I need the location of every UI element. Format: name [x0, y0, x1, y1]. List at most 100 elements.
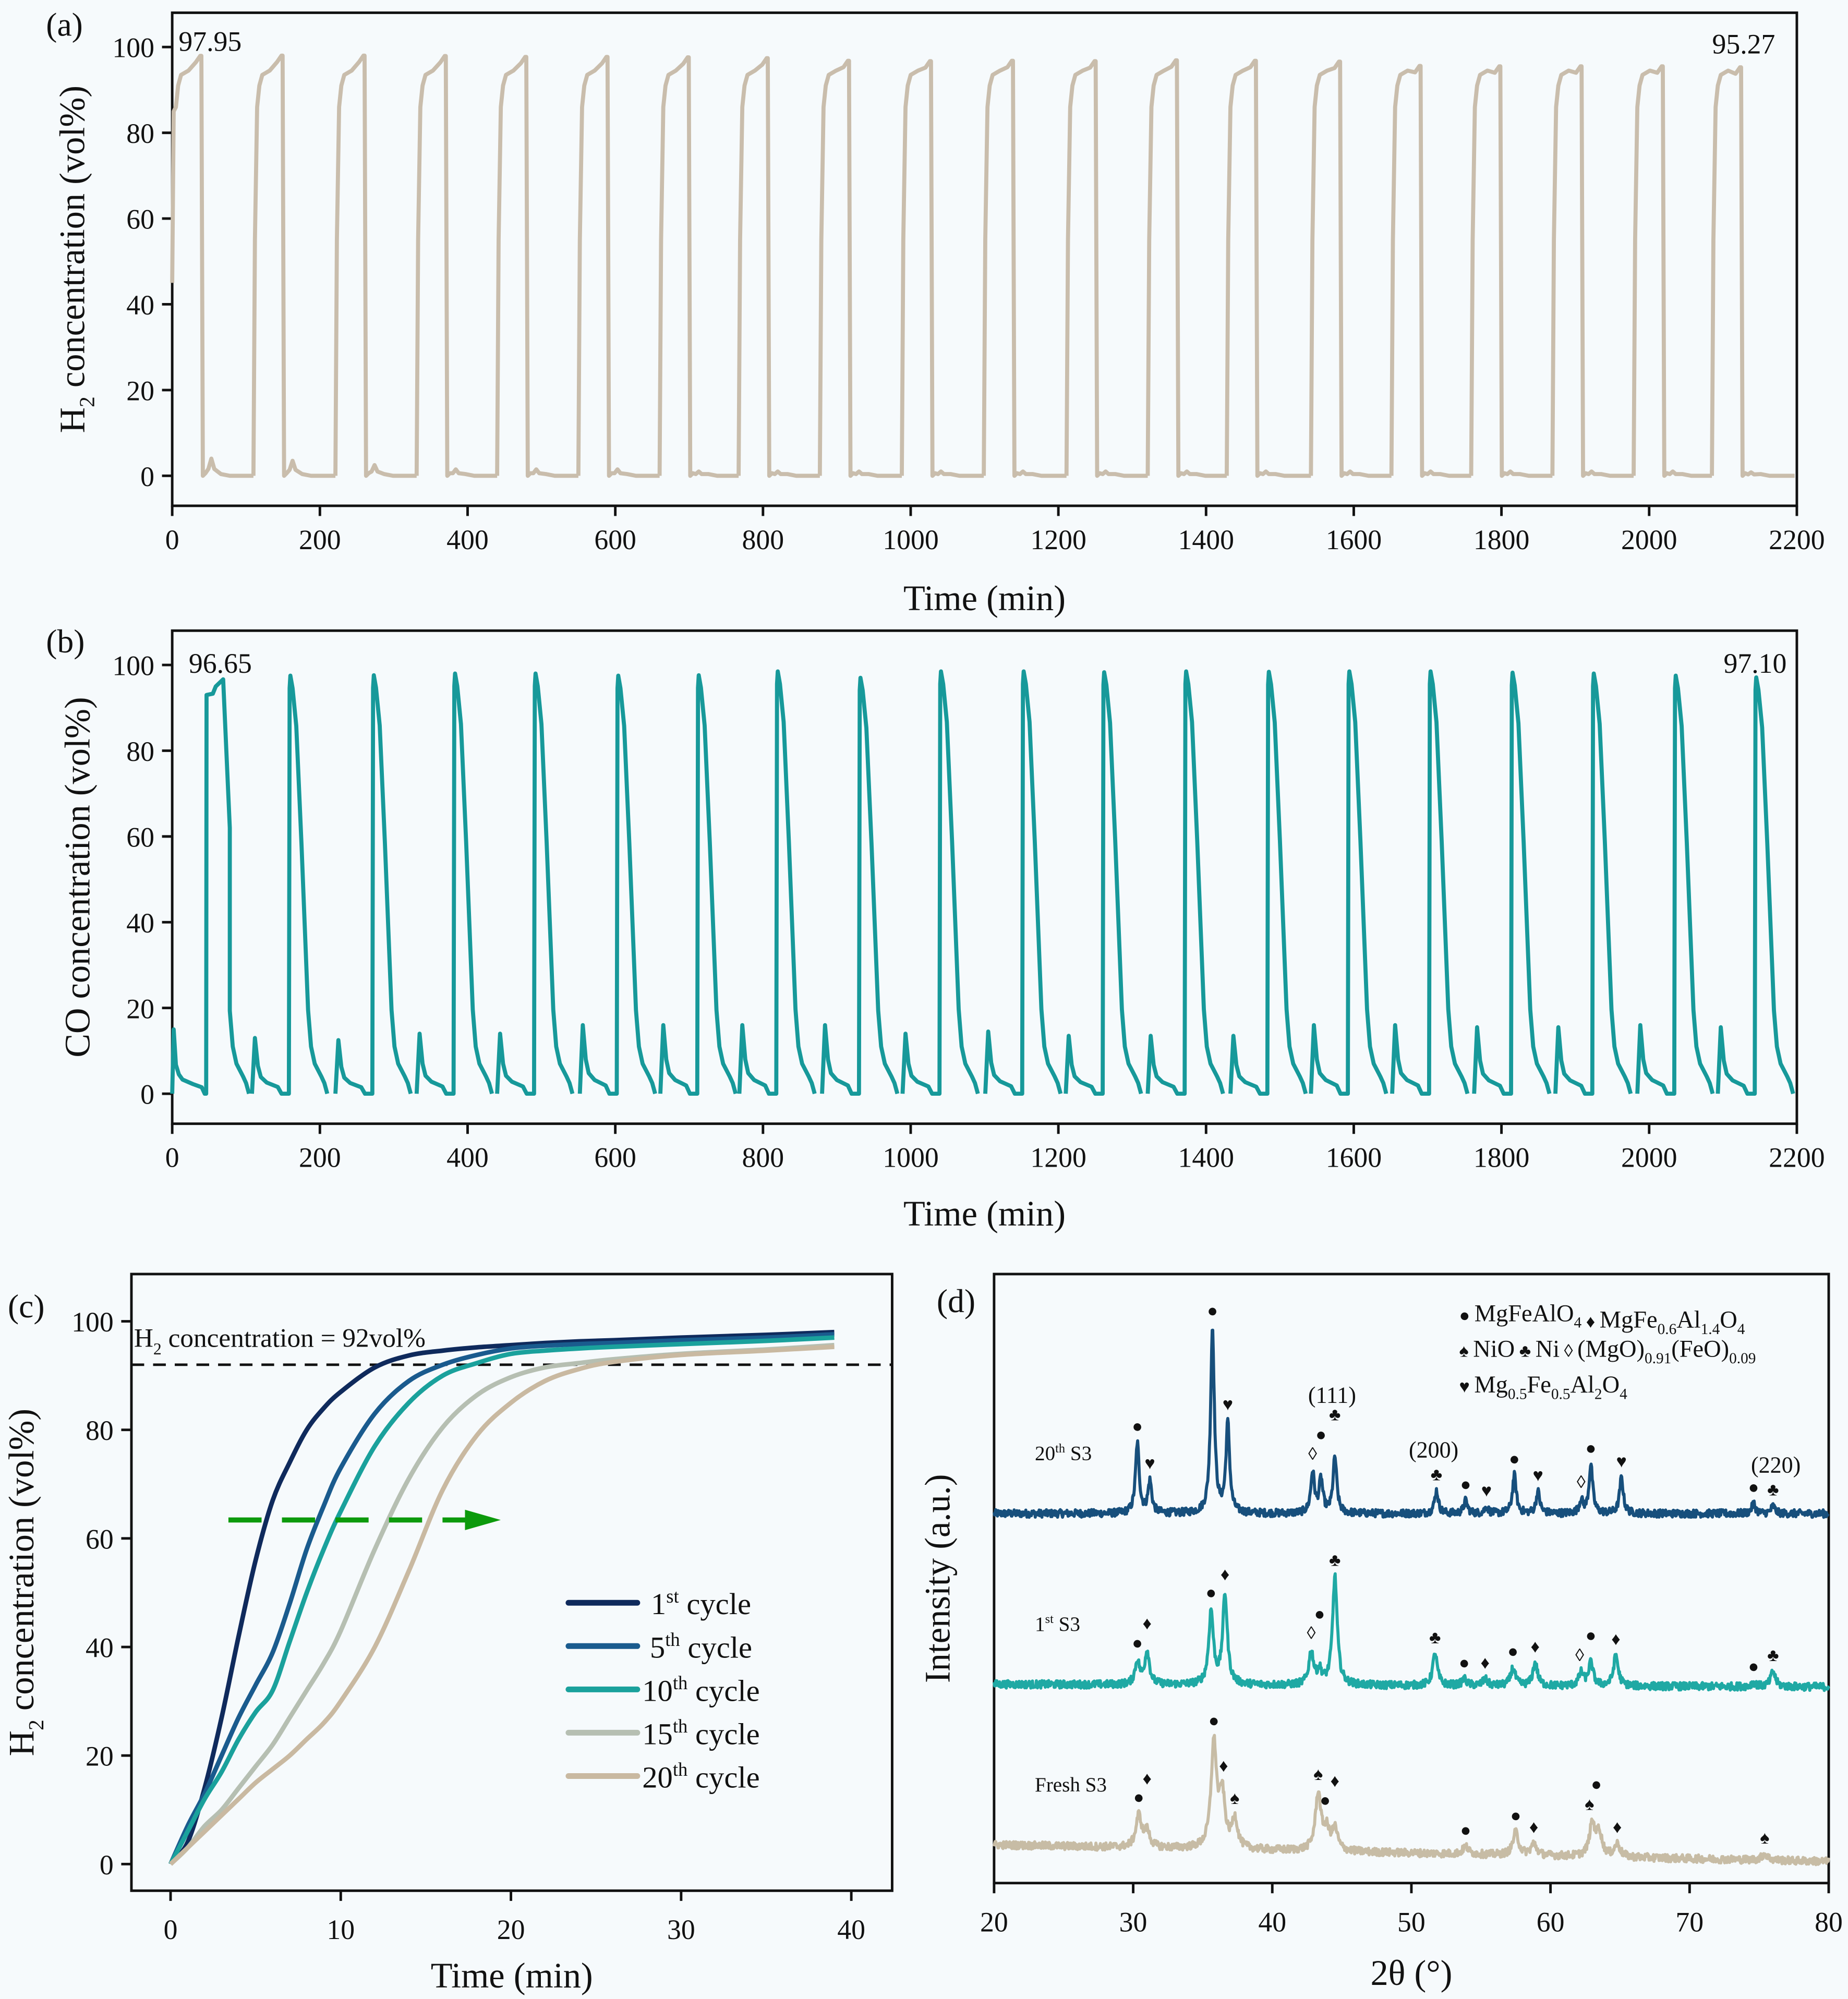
x-tick-label: 600	[594, 524, 636, 555]
dot-marker-icon: ●	[1586, 1439, 1597, 1458]
dot-marker-icon: ●	[1132, 1634, 1143, 1653]
label-text: Fresh S3	[1035, 1774, 1107, 1796]
y-tick-label: 60	[126, 204, 154, 235]
y-tick-label: 20	[126, 375, 154, 406]
formula-text: Mg	[1474, 1372, 1507, 1398]
h2-cycle-line-16	[1389, 64, 1471, 478]
formula-subscript: 4	[1574, 1315, 1582, 1331]
series-line-15	[168, 1342, 835, 1866]
h2-cycle-line-6	[576, 55, 660, 478]
dot-marker-icon: ●	[1209, 1712, 1219, 1731]
series-line-10	[168, 1335, 835, 1865]
label-number: 20	[1035, 1443, 1055, 1465]
y-tick-label: 20	[86, 1741, 114, 1772]
y-tick-label: 0	[100, 1849, 114, 1881]
x-axis-title: Time (min)	[903, 578, 1066, 618]
spade-legend-icon: ♠	[1459, 1342, 1473, 1361]
spade-marker-icon: ♠	[1230, 1789, 1239, 1808]
x-axis-title: Time (min)	[903, 1194, 1066, 1233]
dot-marker-icon: ●	[1748, 1478, 1759, 1497]
label-text: cycle	[687, 1717, 759, 1751]
label-number: 1	[1035, 1613, 1045, 1635]
x-tick-label: 1800	[1473, 1142, 1529, 1173]
legend-row: ● MgFeAlO4 ♦ MgFe0.6Al1.4O4	[1459, 1300, 1745, 1337]
pattern-label: 20th S3	[1035, 1441, 1092, 1465]
h2-cycle-line-18	[1550, 64, 1634, 478]
label-superscript: th	[665, 1629, 680, 1650]
dot-marker-icon: ●	[1507, 1642, 1518, 1662]
h2-cycle-line-19	[1632, 64, 1712, 478]
club-marker-icon: ♣	[1329, 1550, 1340, 1570]
label-text: cycle	[687, 1674, 759, 1707]
h2-cycle-line-10	[900, 59, 984, 478]
dot-marker-icon: ●	[1586, 1626, 1597, 1645]
label-number: 5	[650, 1630, 665, 1664]
club-marker-icon: ♣	[1431, 1465, 1442, 1484]
label-superscript: st	[1045, 1612, 1054, 1626]
x-tick-label: 2200	[1769, 1142, 1825, 1173]
club-marker-icon: ♣	[1767, 1481, 1779, 1500]
club-marker-icon: ♣	[1767, 1646, 1779, 1665]
panel-a-h2-cycling-chart: 0 200 400 600 800 1000 1200 1400 1600 1800 2000 220…	[46, 6, 1825, 618]
open-diamond-marker-icon: ◊	[1575, 1646, 1584, 1665]
label-text: Time (min)	[903, 1194, 1066, 1233]
first-peak-annotation: 97.95	[178, 26, 241, 57]
x-tick-label: 1200	[1030, 1142, 1086, 1173]
label-superscript: th	[1055, 1441, 1065, 1456]
dot-marker-icon: ●	[1314, 1605, 1325, 1624]
y-axis-title: H2 concentration (vol%)	[2, 1409, 48, 1756]
dot-marker-icon: ●	[1206, 1583, 1217, 1603]
legend-row: ♥ Mg0.5Fe0.5Al2O4	[1459, 1372, 1628, 1402]
dot-legend-icon: ●	[1459, 1306, 1475, 1325]
diamond-marker-icon: ♦	[1611, 1630, 1620, 1649]
formula-subscript: 0.91	[1645, 1350, 1671, 1367]
label-text: S3	[1065, 1443, 1092, 1465]
co-cycle-line-16	[1390, 669, 1470, 1096]
h2-cycle-line-5	[495, 55, 578, 478]
formula-subscript: 4	[1620, 1386, 1627, 1402]
label-subscript: 2	[75, 396, 99, 407]
formula-text: Fe	[1527, 1372, 1551, 1398]
y-axis-title-group: CO concentration (vol%)	[57, 697, 97, 1057]
hkl-label: (200)	[1409, 1437, 1458, 1462]
co-cycle-line-7	[658, 673, 738, 1096]
h2-cycle-line-7	[657, 55, 739, 478]
series-line-1	[168, 1329, 835, 1866]
h2-cycle-line-15	[1309, 59, 1392, 478]
co-cycle-line-20	[1716, 675, 1795, 1096]
panel-label: (c)	[8, 1288, 44, 1325]
pattern-label: 1st S3	[1035, 1612, 1080, 1635]
label-text: cycle	[687, 1760, 759, 1794]
label-text: S3	[1054, 1613, 1080, 1635]
x-tick-label: 2000	[1621, 1142, 1677, 1173]
label-text: CO concentration (vol%)	[57, 697, 97, 1057]
spade-marker-icon: ♠	[1585, 1795, 1594, 1814]
co-cycle-line-10	[900, 669, 980, 1096]
label-superscript: th	[673, 1759, 688, 1780]
legend-row: ♠ NiO ♣ Ni ◊ (MgO)0.91(FeO)0.09	[1459, 1336, 1756, 1367]
x-tick-label: 60	[1537, 1907, 1565, 1938]
club-legend-icon: ♣	[1515, 1342, 1536, 1361]
label-text: 2θ (°)	[1370, 1953, 1452, 1993]
x-tick-label: 1000	[883, 524, 938, 555]
co-cycle-line-11	[983, 669, 1063, 1096]
h2-cycle-line-17	[1469, 64, 1553, 478]
co-cycle-line-4	[414, 671, 494, 1096]
x-tick-label: 1600	[1326, 524, 1382, 555]
label-text: cycle	[680, 1630, 752, 1664]
x-axis-title: Time (min)	[431, 1956, 593, 1995]
x-tick-label: 800	[742, 1142, 784, 1173]
y-tick-label: 20	[126, 993, 154, 1024]
heart-legend-icon: ♥	[1459, 1377, 1475, 1397]
co-cycle-line-6	[577, 673, 657, 1096]
formula-text: NiO	[1473, 1336, 1515, 1363]
y-tick-label: 60	[86, 1523, 114, 1555]
label-text: cycle	[679, 1587, 751, 1621]
x-tick-label: 1600	[1326, 1142, 1382, 1173]
heart-marker-icon: ♥	[1144, 1454, 1155, 1473]
label-text: Time (min)	[431, 1956, 593, 1995]
co-cycle-line-1	[170, 677, 251, 1096]
co-cycle-line-3	[333, 673, 413, 1096]
heart-marker-icon: ♥	[1223, 1395, 1233, 1414]
x-tick-label: 200	[299, 1142, 341, 1173]
